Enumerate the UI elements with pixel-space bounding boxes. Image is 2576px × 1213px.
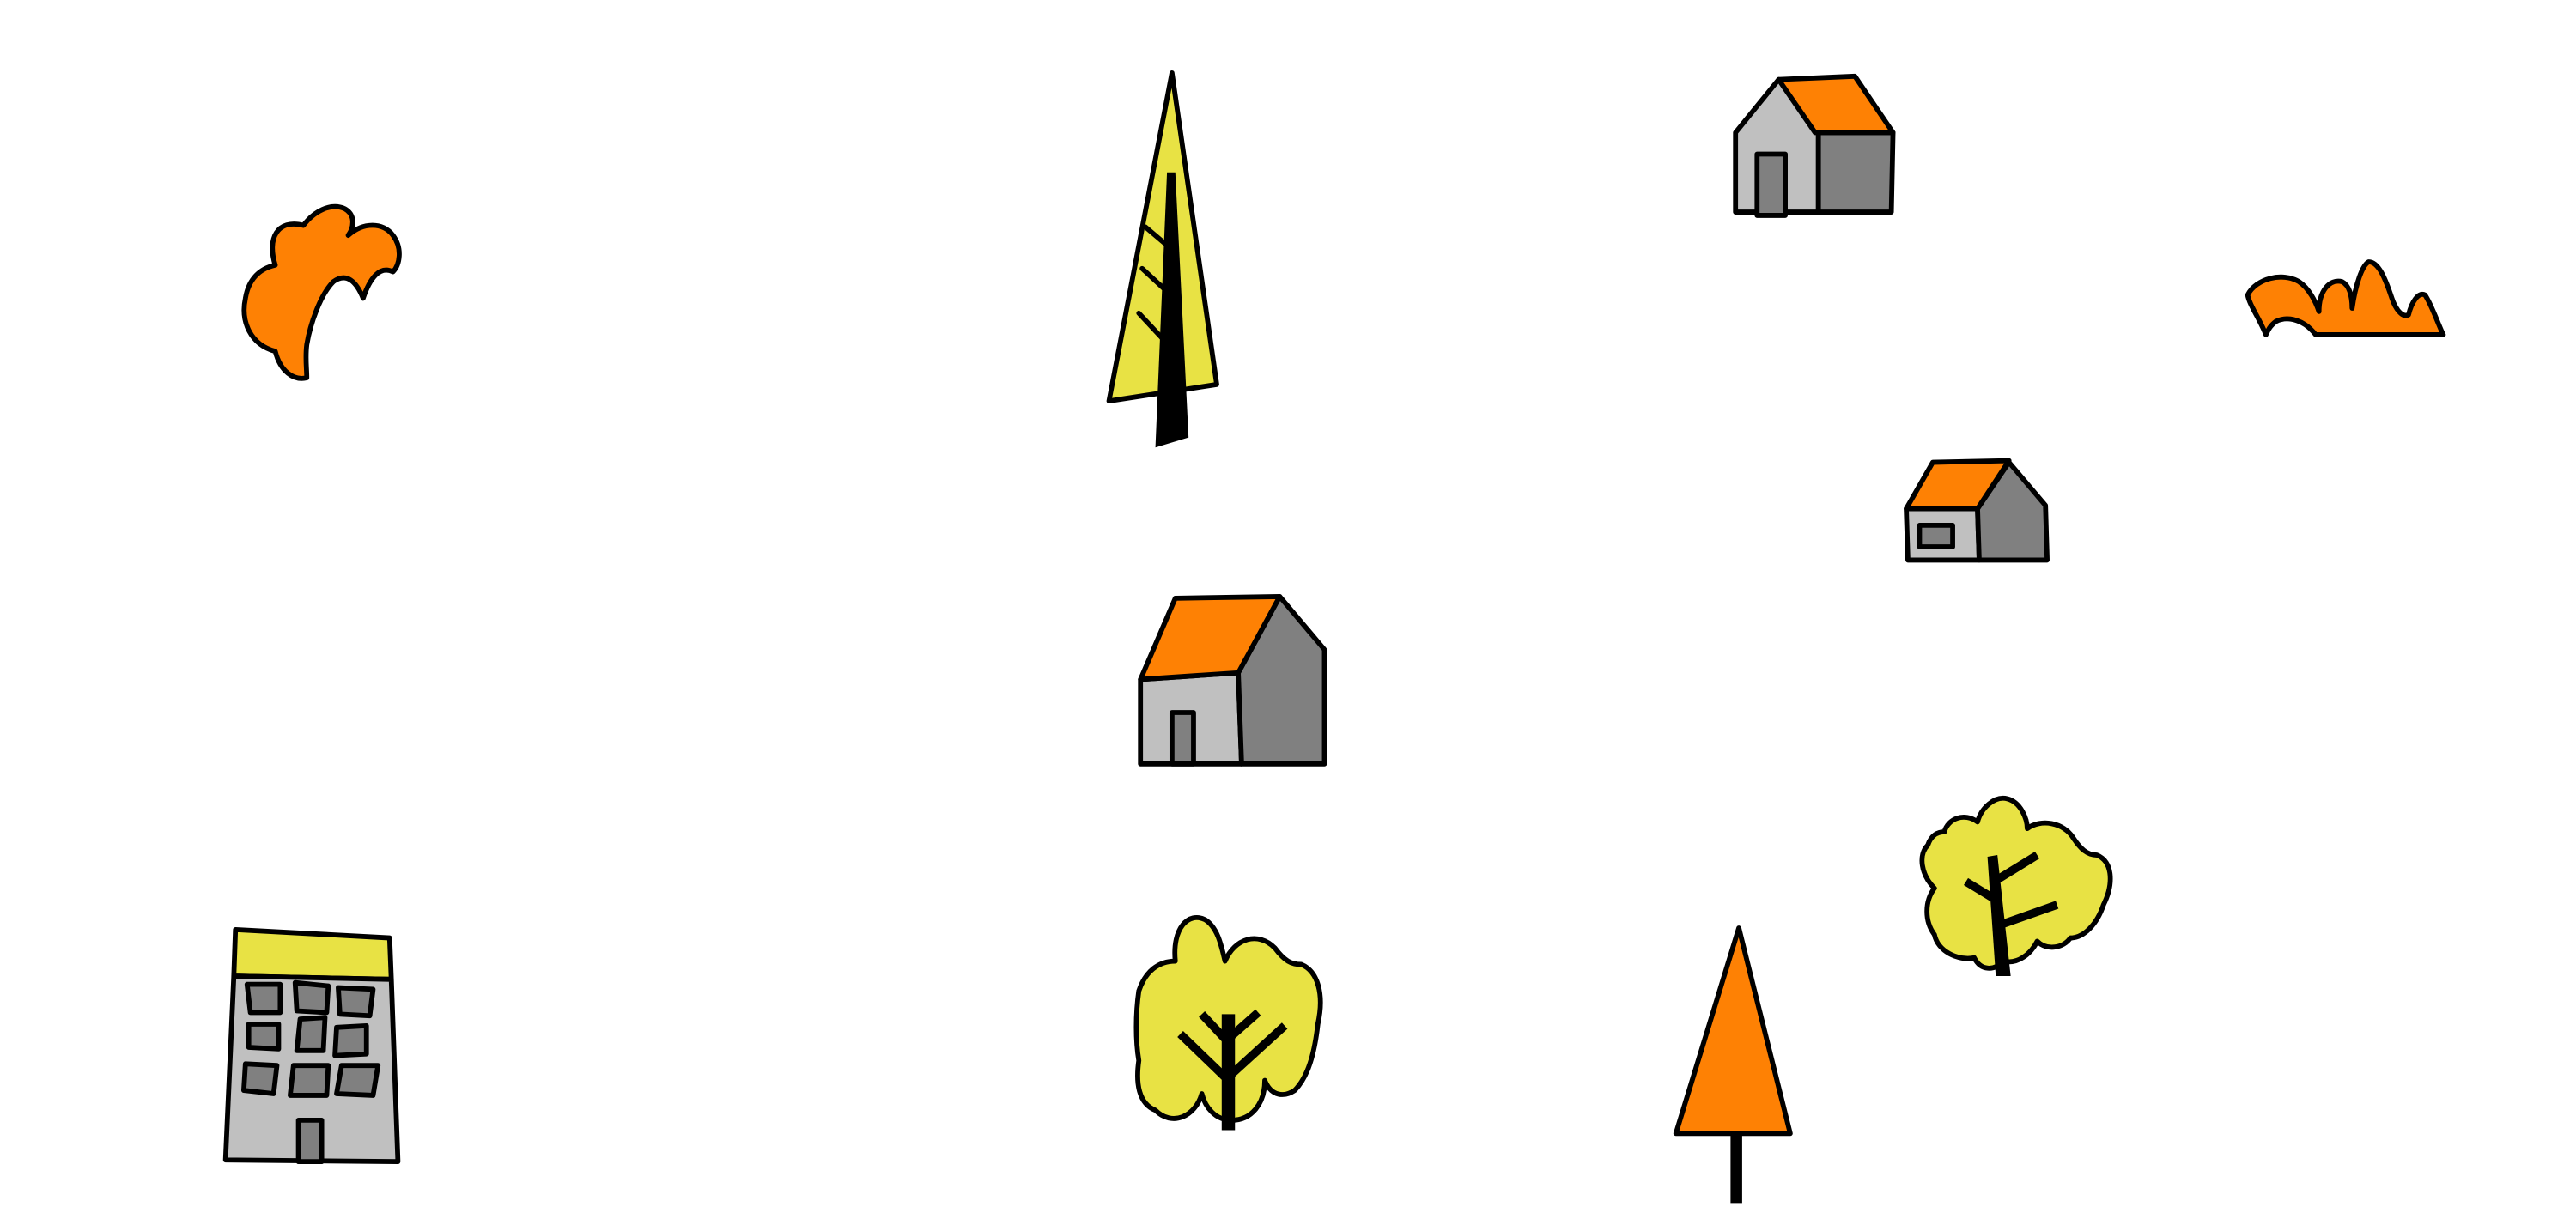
apartment-building-icon (222, 927, 401, 1165)
orange-bush-icon (241, 203, 402, 381)
orange-cone-tree-icon (1673, 925, 1793, 1204)
orange-shrub-icon (2245, 259, 2446, 337)
yellow-deciduous-tree-icon-center (1133, 915, 1323, 1131)
house-icon-small (1904, 458, 2050, 563)
yellow-pine-tree-icon (1106, 70, 1219, 448)
house-icon-top (1733, 73, 1896, 218)
house-icon-center (1138, 594, 1327, 767)
yellow-deciduous-tree-icon-right (1919, 795, 2113, 976)
apartment-windows (240, 979, 381, 1098)
